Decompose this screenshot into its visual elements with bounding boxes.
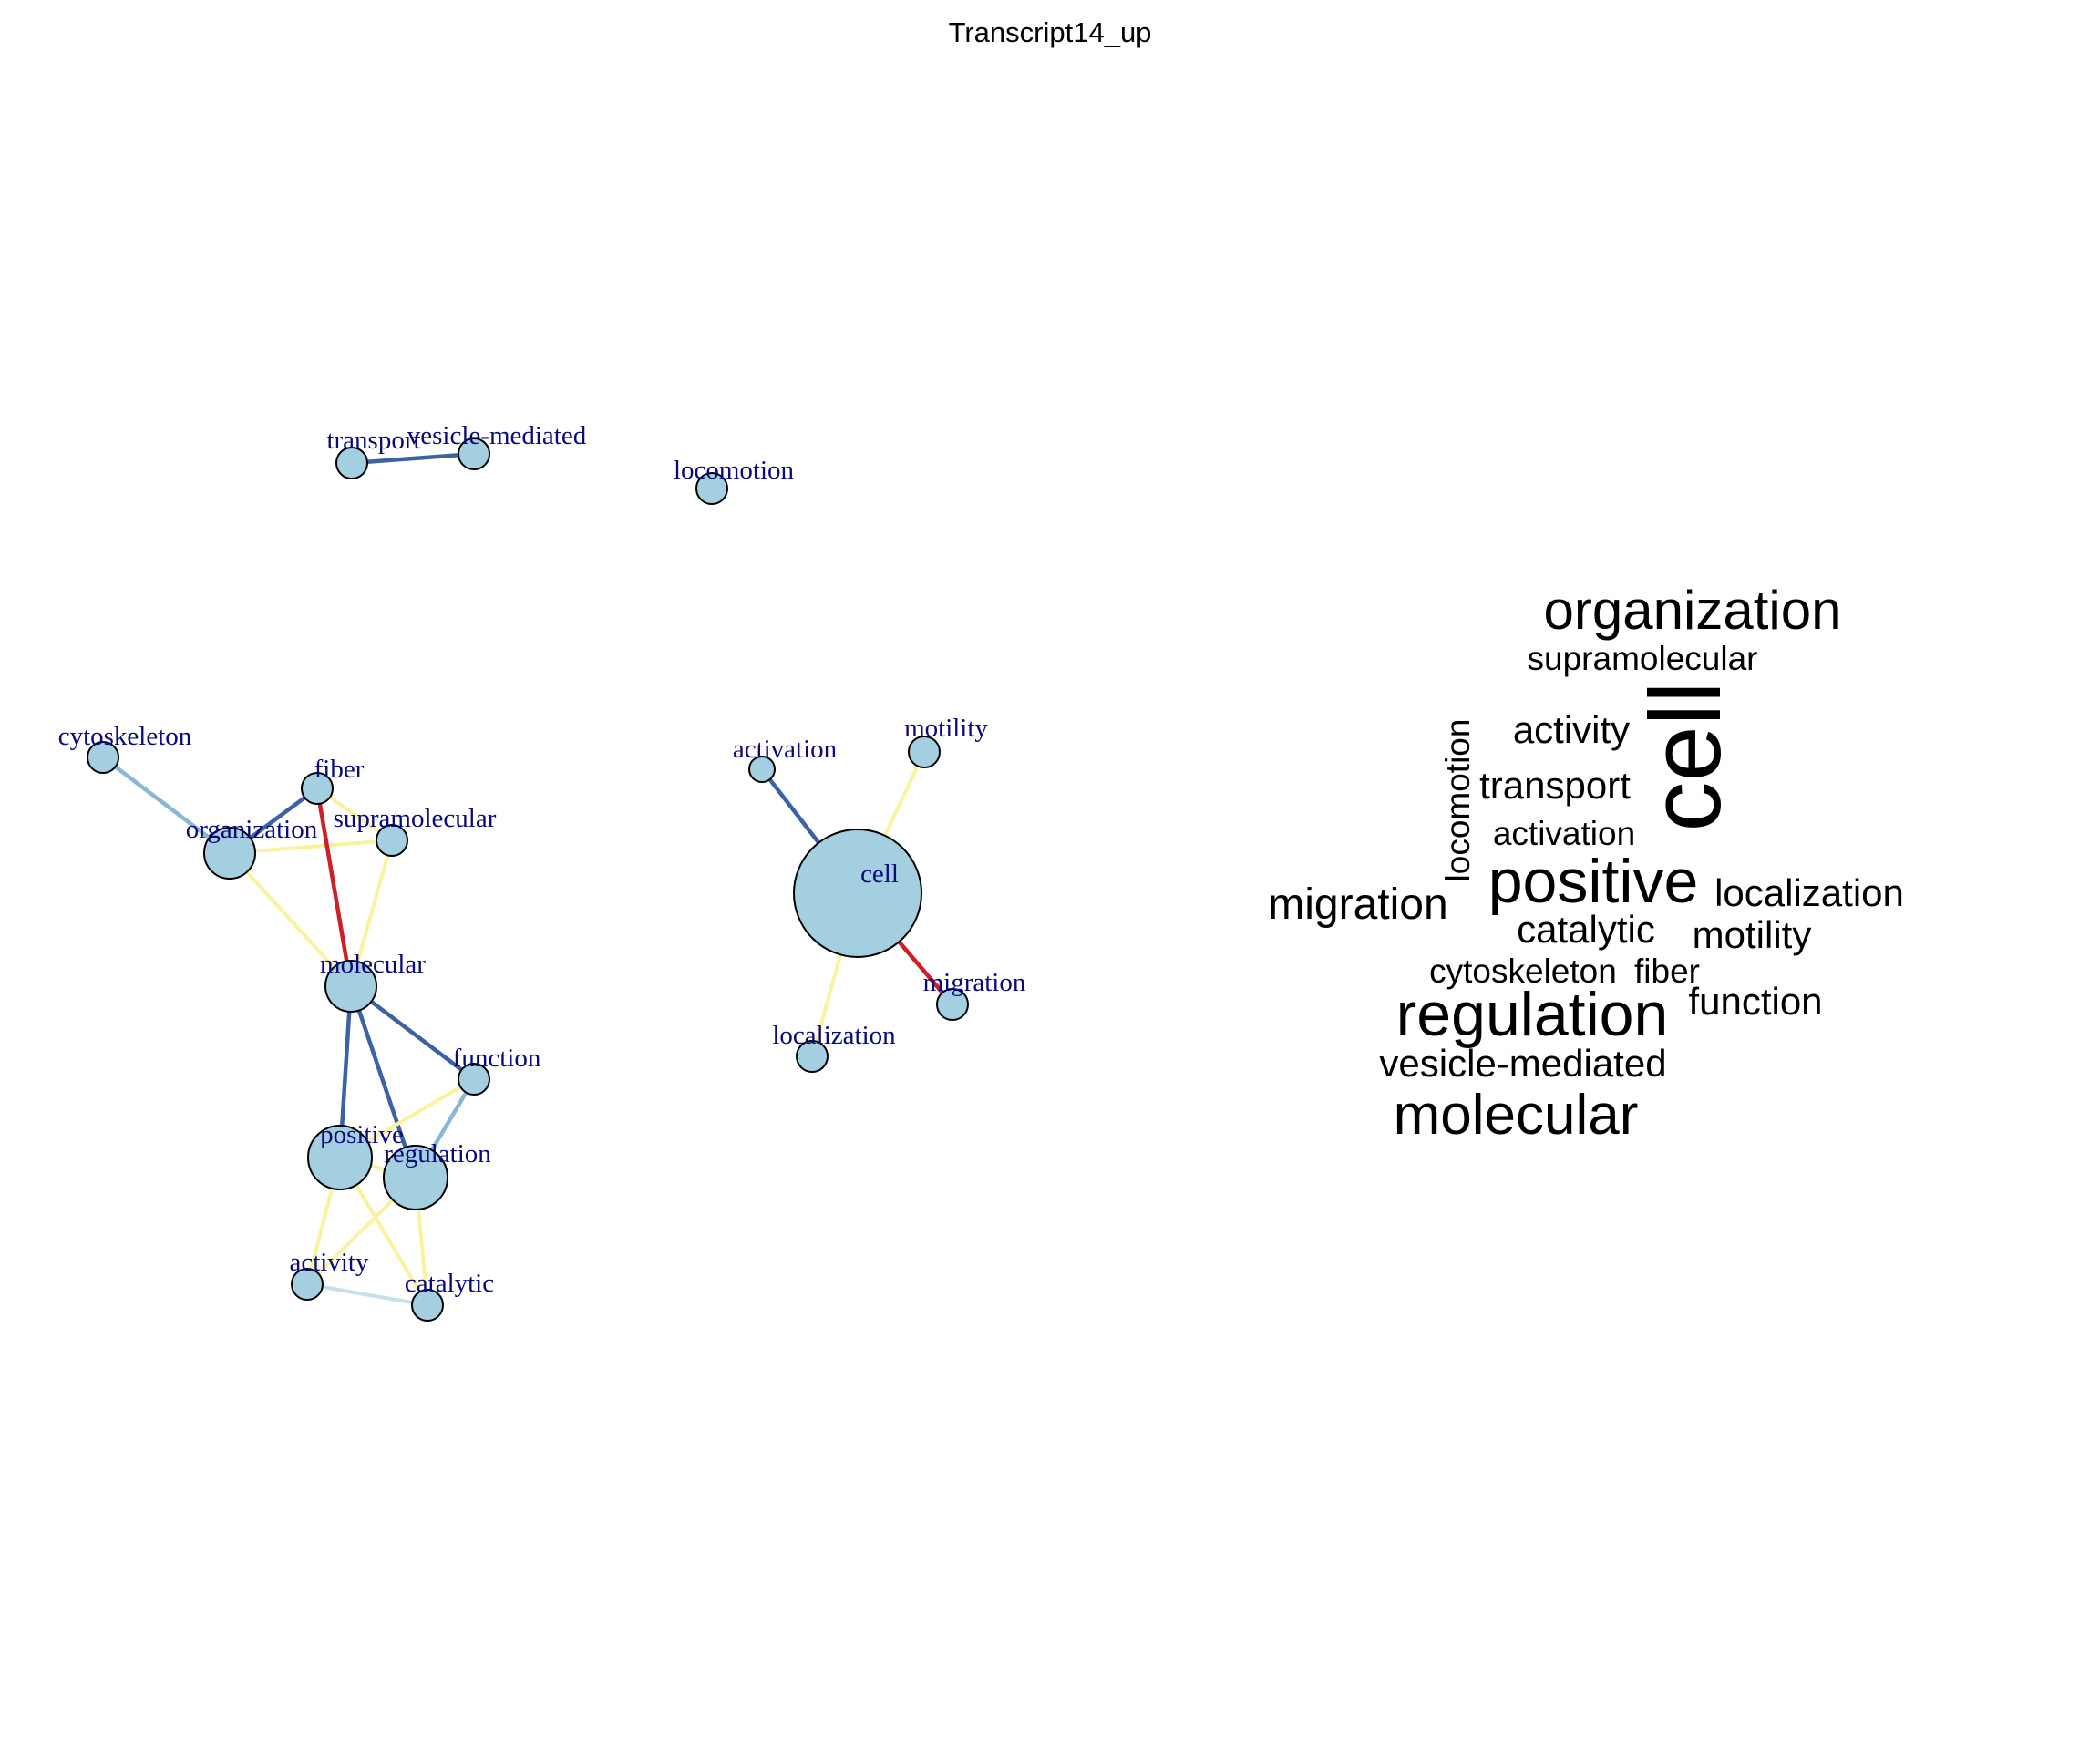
edge-cytoskeleton-organization (101, 756, 232, 855)
cloud-word-cell: cell (1630, 681, 1742, 831)
node-label-positive: positive (320, 1120, 404, 1149)
node-function (458, 1063, 490, 1096)
cloud-word-migration: migration (1268, 880, 1447, 929)
cloud-word-transport: transport (1479, 764, 1631, 807)
node-catalytic (411, 1289, 444, 1322)
node-cell (793, 829, 922, 958)
node-label-locomotion: locomotion (674, 456, 795, 485)
cloud-word-cytoskeleton: cytoskeleton (1429, 952, 1617, 990)
figure-title: Transcript14_up (948, 16, 1152, 48)
cloud-word-activity: activity (1513, 708, 1630, 751)
node-vesicle-mediated (458, 438, 490, 470)
cloud-word-regulation: regulation (1396, 980, 1669, 1049)
node-label-localization: localization (772, 1021, 896, 1050)
cloud-word-function: function (1688, 980, 1822, 1023)
node-label-cytoskeleton: cytoskeleton (58, 722, 192, 751)
node-label-molecular: molecular (320, 950, 426, 979)
node-molecular (324, 960, 377, 1013)
node-label-motility: motility (904, 714, 988, 743)
node-label-activity: activity (290, 1248, 369, 1277)
node-activity (291, 1268, 324, 1301)
node-transport (335, 447, 368, 479)
node-regulation (383, 1145, 448, 1210)
node-positive (307, 1125, 373, 1190)
node-label-supramolecular: supramolecular (334, 804, 497, 833)
node-label-activation: activation (733, 735, 838, 764)
cloud-word-motility: motility (1693, 913, 1812, 956)
cloud-word-supramolecular: supramolecular (1528, 640, 1758, 677)
cloud-word-localization: localization (1714, 871, 1904, 914)
edge-molecular-regulation (348, 985, 418, 1179)
node-activation (748, 756, 776, 783)
cloud-word-organization: organization (1544, 580, 1842, 641)
node-label-vesicle-mediated: vesicle-mediated (407, 421, 587, 450)
cloud-word-catalytic: catalytic (1517, 908, 1655, 951)
node-label-function: function (453, 1044, 541, 1073)
cloud-word-activation: activation (1493, 815, 1635, 852)
node-label-cell: cell (860, 860, 899, 889)
edge-transport-vesicle-mediated (351, 451, 475, 466)
edge-activity-catalytic (306, 1282, 428, 1307)
cloud-word-molecular: molecular (1394, 1084, 1639, 1147)
node-label-regulation: regulation (384, 1139, 491, 1168)
node-supramolecular (376, 824, 408, 857)
node-label-fiber: fiber (314, 755, 365, 784)
cloud-word-positive: positive (1488, 847, 1699, 916)
edge-organization-supramolecular (229, 839, 393, 855)
node-organization (203, 827, 256, 880)
node-label-migration: migration (923, 968, 1026, 997)
node-migration (936, 988, 969, 1021)
node-label-organization: organization (186, 815, 318, 844)
edge-fiber-molecular (314, 788, 354, 987)
node-localization (796, 1040, 829, 1073)
cloud-word-vesicle-mediated: vesicle-mediated (1379, 1042, 1666, 1085)
node-label-transport: transport (326, 426, 420, 455)
cloud-word-locomotion: locomotion (1439, 719, 1477, 882)
node-fiber (301, 772, 334, 805)
node-cytoskeleton (87, 741, 119, 774)
node-motility (908, 736, 941, 768)
node-label-catalytic: catalytic (405, 1269, 494, 1298)
edge-organization-molecular (228, 851, 353, 988)
node-locomotion (695, 472, 728, 505)
cloud-word-fiber: fiber (1634, 952, 1700, 990)
nodes-layer (87, 438, 969, 1322)
